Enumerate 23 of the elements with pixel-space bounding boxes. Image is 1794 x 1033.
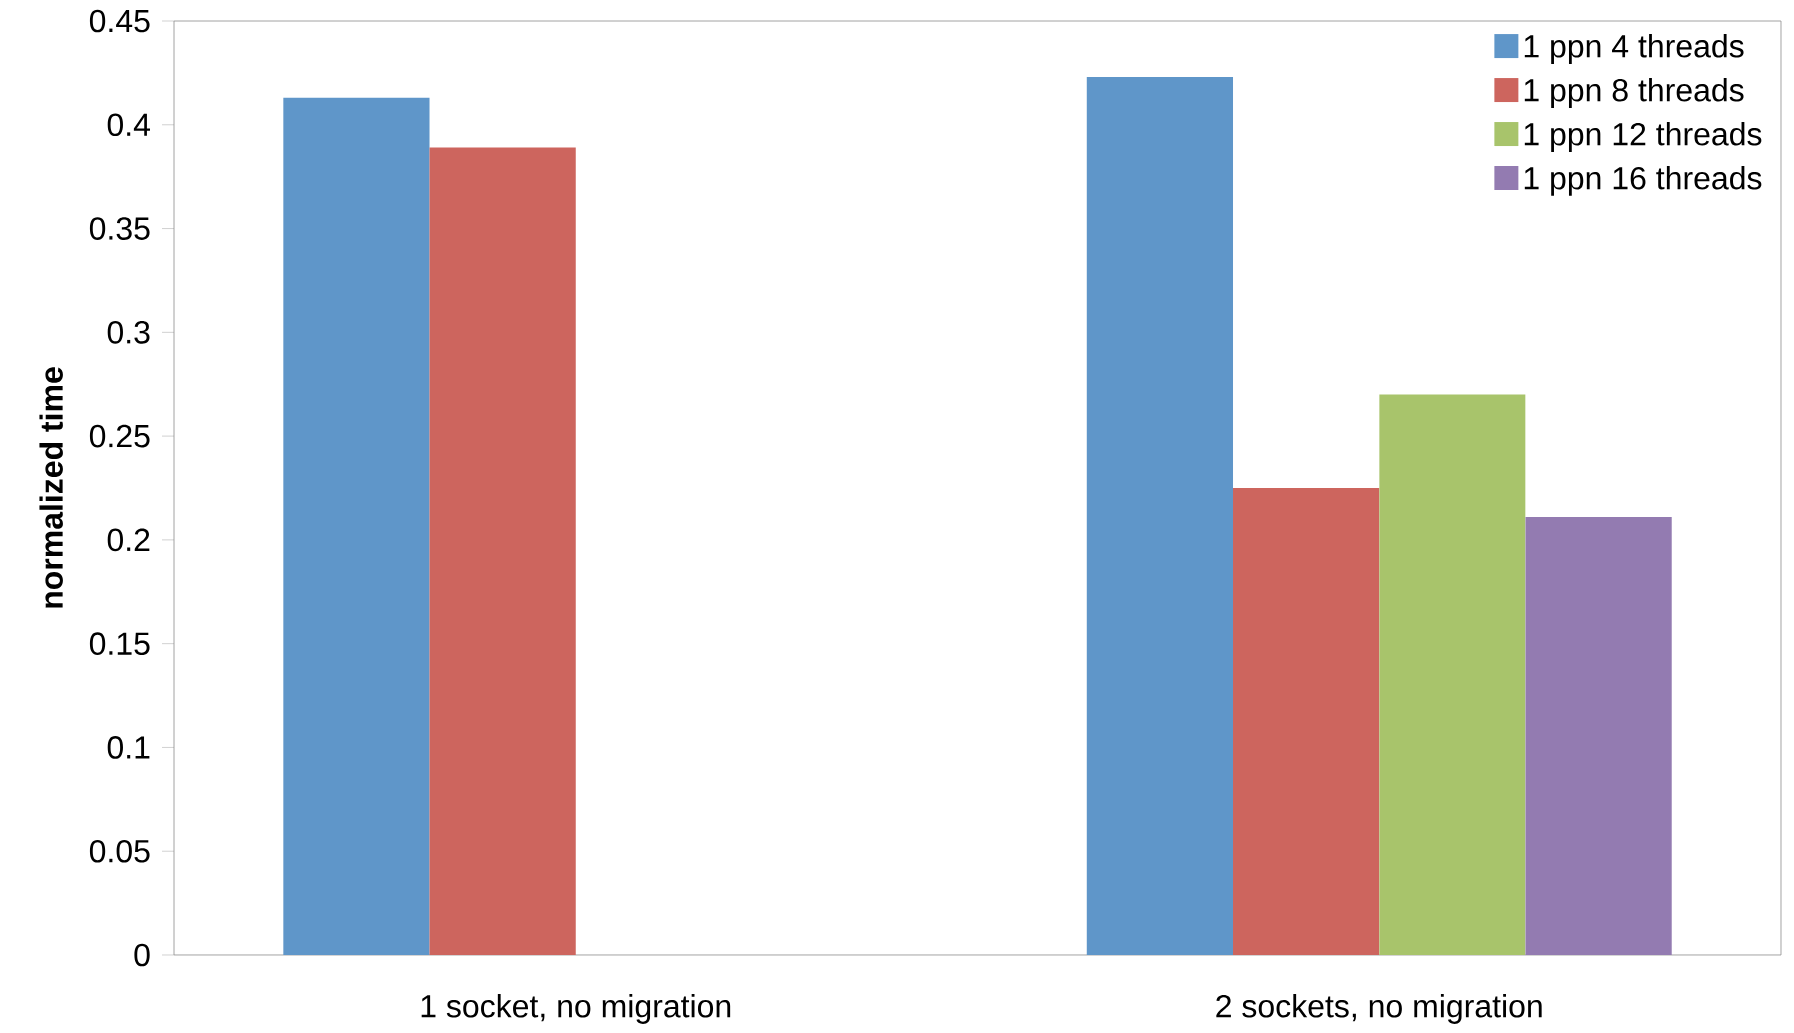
y-tick-label: 0.15 [89,632,150,655]
legend-label: 1 ppn 16 threads [1524,166,1762,196]
x-tick-label: 1 socket, no migration [421,994,731,1024]
bar [1379,394,1526,955]
y-axis-title: normalized time [39,367,63,608]
y-tick-label: 0.3 [107,321,150,344]
bar [283,97,430,955]
y-tick-label: 0.35 [89,217,150,240]
bar [1525,517,1672,955]
y-tick-label: 0.45 [89,9,150,33]
legend-label: 1 ppn 8 threads [1524,78,1744,108]
legend-label: 1 ppn 12 threads [1524,122,1762,152]
y-tick-label: 0.4 [107,113,150,137]
y-tick-label: 0.1 [107,736,150,759]
x-tick-label: 2 sockets, no migration [1216,994,1542,1024]
bar [429,147,576,955]
legend-label: 1 ppn 4 threads [1524,34,1744,64]
y-tick-label: 0.05 [89,839,150,863]
bar [1086,77,1234,955]
bar [1233,488,1380,955]
y-tick-label: 0 [134,943,150,967]
y-tick-label: 0.2 [107,528,150,552]
y-tick-label: 0.25 [89,424,150,448]
